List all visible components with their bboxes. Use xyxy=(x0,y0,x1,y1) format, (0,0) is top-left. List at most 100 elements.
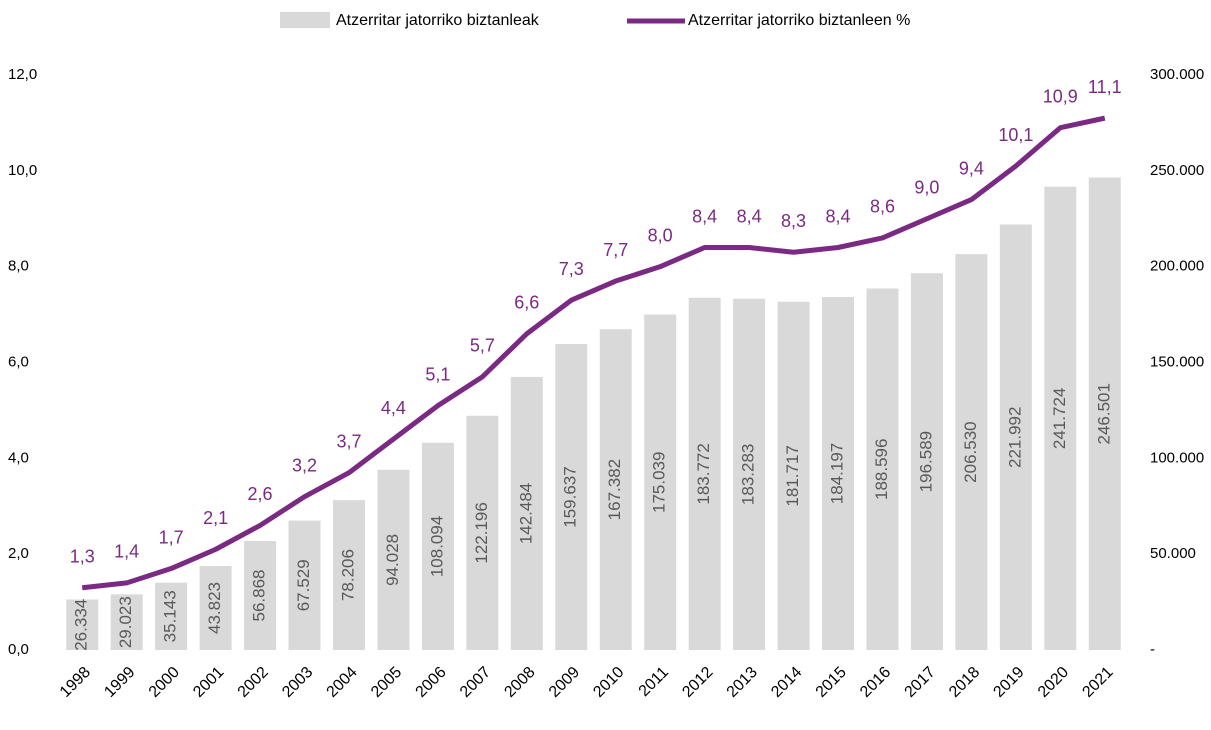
line-value-label: 1,3 xyxy=(70,546,95,566)
bar xyxy=(288,520,321,650)
line-value-label: 9,4 xyxy=(959,158,984,178)
bar-value-label: 184.197 xyxy=(828,443,847,504)
bar-value-label: 206.530 xyxy=(961,421,980,482)
line-value-label: 4,4 xyxy=(381,398,406,418)
bar xyxy=(910,273,943,650)
x-tick-label: 2015 xyxy=(813,664,850,701)
bar xyxy=(688,297,721,650)
bar-value-label: 67.529 xyxy=(294,559,313,611)
line-value-label: 8,4 xyxy=(826,206,851,226)
x-tick-label: 1998 xyxy=(57,664,94,701)
bar-value-label: 246.501 xyxy=(1094,383,1113,444)
line-value-label: 3,2 xyxy=(292,455,317,475)
bar-value-label: 196.589 xyxy=(916,431,935,492)
x-tick-label: 2004 xyxy=(324,664,361,701)
line-value-label: 1,4 xyxy=(114,542,139,562)
bar-value-label: 43.823 xyxy=(205,582,224,634)
x-tick-label: 1999 xyxy=(101,664,138,701)
x-tick-label: 2005 xyxy=(368,664,405,701)
x-tick-label: 2013 xyxy=(724,664,761,701)
line-value-label: 10,1 xyxy=(998,125,1033,145)
y-tick-label: 8,0 xyxy=(8,258,29,275)
line-value-label: 8,4 xyxy=(692,206,717,226)
legend-label: Atzerritar jatorriko biztanleak xyxy=(336,12,540,29)
bar-value-label: 142.484 xyxy=(516,483,535,544)
bar xyxy=(822,296,855,650)
bar xyxy=(377,469,410,650)
y2-tick-label: 50.000 xyxy=(1150,545,1196,562)
x-tick-label: 2014 xyxy=(768,664,805,701)
y-tick-label: 0,0 xyxy=(8,641,29,658)
x-tick-label: 2019 xyxy=(990,664,1027,701)
x-tick-label: 2008 xyxy=(501,664,538,701)
x-tick-label: 2018 xyxy=(946,664,983,701)
bar-value-label: 175.039 xyxy=(650,452,669,513)
legend-swatch xyxy=(280,12,330,28)
line-value-label: 8,4 xyxy=(737,206,762,226)
y2-tick-label: 200.000 xyxy=(1150,258,1204,275)
y2-tick-label: 250.000 xyxy=(1150,162,1204,179)
x-tick-label: 2017 xyxy=(902,664,939,701)
line-value-label: 8,0 xyxy=(648,225,673,245)
line-value-label: 1,7 xyxy=(159,527,184,547)
line-value-label: 5,1 xyxy=(425,364,450,384)
x-tick-label: 2021 xyxy=(1079,664,1116,701)
y2-tick-label: 150.000 xyxy=(1150,353,1204,370)
x-tick-label: 2000 xyxy=(146,664,183,701)
bar xyxy=(866,288,899,650)
bar xyxy=(955,254,988,651)
bar-value-label: 26.334 xyxy=(72,599,91,651)
bar-value-label: 221.992 xyxy=(1005,407,1024,468)
bar xyxy=(332,500,365,650)
x-tick-label: 2020 xyxy=(1035,664,1072,701)
line-value-label: 9,0 xyxy=(914,178,939,198)
bar xyxy=(421,442,454,650)
bar xyxy=(66,599,99,650)
bar-value-label: 183.772 xyxy=(694,443,713,504)
legend-label: Atzerritar jatorriko biztanleen % xyxy=(688,12,910,29)
line-value-label: 2,6 xyxy=(248,484,273,504)
bar-value-label: 56.868 xyxy=(250,570,269,622)
bar-value-label: 159.637 xyxy=(561,466,580,527)
y2-tick-label: - xyxy=(1150,641,1155,658)
y-tick-label: 10,0 xyxy=(8,162,37,179)
y2-tick-label: 300.000 xyxy=(1150,66,1204,83)
x-tick-label: 2002 xyxy=(235,664,272,701)
bar xyxy=(999,224,1032,651)
line-value-label: 8,3 xyxy=(781,211,806,231)
bar xyxy=(466,415,499,650)
x-tick-label: 2010 xyxy=(590,664,627,701)
bar-value-label: 167.382 xyxy=(605,459,624,520)
line xyxy=(81,115,1106,591)
y-tick-label: 6,0 xyxy=(8,353,29,370)
line-value-label: 2,1 xyxy=(203,508,228,528)
bar-value-label: 29.023 xyxy=(116,596,135,648)
bar-value-label: 241.724 xyxy=(1050,388,1069,449)
bar xyxy=(1044,186,1077,650)
x-tick-label: 2006 xyxy=(413,664,450,701)
line-value-label: 5,7 xyxy=(470,336,495,356)
x-tick-label: 2001 xyxy=(190,664,227,701)
y-tick-label: 4,0 xyxy=(8,449,29,466)
x-tick-label: 2007 xyxy=(457,664,494,701)
bar xyxy=(555,344,588,650)
bar-value-label: 188.596 xyxy=(872,439,891,500)
x-tick-label: 2003 xyxy=(279,664,316,701)
x-tick-label: 2016 xyxy=(857,664,894,701)
bar-value-label: 78.206 xyxy=(338,549,357,601)
line-value-label: 7,3 xyxy=(559,259,584,279)
line-value-label: 7,7 xyxy=(603,240,628,260)
line-value-label: 11,1 xyxy=(1088,77,1122,97)
bar xyxy=(199,566,232,650)
bar xyxy=(510,376,543,650)
line-value-label: 6,6 xyxy=(514,293,539,313)
bar xyxy=(110,594,143,650)
line-value-label: 10,9 xyxy=(1043,86,1078,106)
y-tick-label: 2,0 xyxy=(8,545,29,562)
line-value-label: 8,6 xyxy=(870,197,895,217)
bar-value-label: 122.196 xyxy=(472,502,491,563)
x-tick-label: 2012 xyxy=(679,664,716,701)
bar-value-label: 183.283 xyxy=(739,444,758,505)
bar-value-label: 35.143 xyxy=(161,590,180,642)
